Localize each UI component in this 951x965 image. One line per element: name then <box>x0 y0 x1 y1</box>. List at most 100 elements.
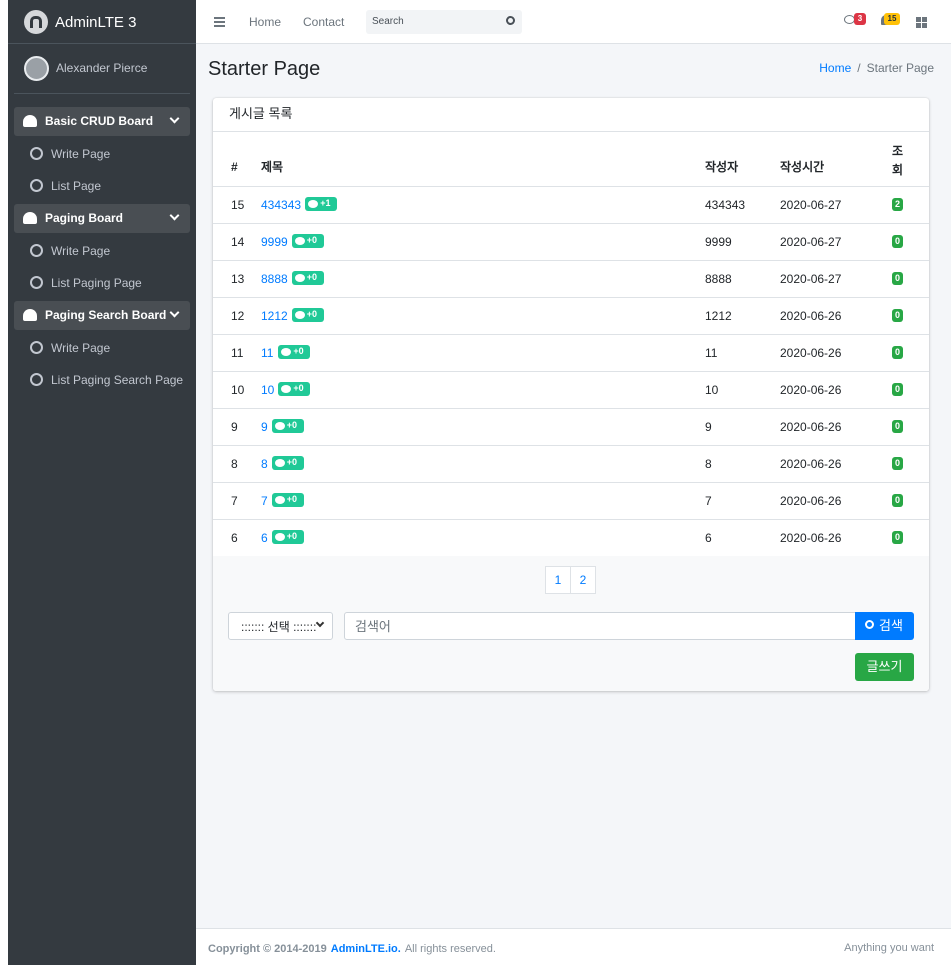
views-badge: 0 <box>892 420 903 433</box>
menu-item[interactable]: List Paging Search Page <box>51 373 184 387</box>
apps-icon[interactable] <box>922 23 927 28</box>
cell-no: 10 <box>231 383 245 397</box>
row-border <box>213 297 929 298</box>
views-badge: 0 <box>892 235 903 248</box>
comment-count: +0 <box>286 494 297 504</box>
menu-item[interactable]: List Page <box>51 179 102 193</box>
search-button[interactable]: 검색 <box>855 612 914 640</box>
comment-badge: +0 <box>271 456 304 470</box>
cell-no: 7 <box>231 494 238 508</box>
cell-title[interactable]: 9 <box>261 420 268 434</box>
menu-toggle[interactable] <box>214 25 225 27</box>
row-border <box>213 223 929 224</box>
comment-icon <box>294 274 305 282</box>
cell-title[interactable]: 8 <box>261 457 268 471</box>
navbar: Home Contact Search 3 15 <box>196 0 951 44</box>
cell-date: 2020-06-26 <box>780 383 842 397</box>
footer: Copyright © 2014-2019 AdminLTE.io. All rig… <box>196 928 951 965</box>
card: 게시글 목록 # 제목 작성자 작성시간 조회 15 434343 +1 434343 2020-0… <box>213 98 929 691</box>
cell-writer: 7 <box>705 494 712 508</box>
breadcrumb-item: Starter Page <box>866 61 934 75</box>
comment-count: +1 <box>320 198 331 208</box>
apps-icon[interactable] <box>922 17 927 22</box>
cell-title[interactable]: 434343 <box>261 198 302 212</box>
comment-count: +0 <box>286 420 297 430</box>
cell-writer: 9 <box>705 420 712 434</box>
cell-date: 2020-06-27 <box>780 272 842 286</box>
menu-item-icon[interactable] <box>30 147 43 160</box>
menu-item-icon[interactable] <box>30 244 43 257</box>
notifications-badge: 15 <box>884 13 900 25</box>
footer-left: Copyright © 2014-2019 AdminLTE.io. All rig… <box>208 943 496 955</box>
nav-link[interactable]: Home <box>249 15 282 29</box>
cell-title[interactable]: 7 <box>261 494 268 508</box>
cell-title[interactable]: 8888 <box>261 272 288 286</box>
menu-item-icon[interactable] <box>30 179 43 192</box>
write-button[interactable]: 글쓰기 <box>855 653 914 681</box>
menu-item[interactable]: Write Page <box>51 244 111 258</box>
comment-icon <box>274 422 285 430</box>
user-name[interactable]: Alexander Pierce <box>56 61 148 75</box>
footer-link[interactable]: AdminLTE.io. <box>330 943 401 955</box>
nav-link[interactable]: Contact <box>303 15 345 29</box>
search-placeholder[interactable]: Search <box>372 16 404 27</box>
comment-badge: +0 <box>271 530 304 544</box>
menu-item[interactable]: List Paging Page <box>51 276 142 290</box>
search-select[interactable]: ::::::: 선택 ::::::: <box>228 612 333 640</box>
cell-writer: 1212 <box>705 309 732 323</box>
menu-item-icon[interactable] <box>30 276 43 289</box>
search-box[interactable]: Search <box>366 10 522 34</box>
menu-group[interactable]: Paging Board <box>14 204 190 233</box>
menu-label[interactable]: Basic CRUD Board <box>45 114 154 128</box>
search-icon[interactable] <box>506 16 515 25</box>
cell-title[interactable]: 6 <box>261 531 268 545</box>
menu-label[interactable]: Paging Search Board <box>45 308 167 322</box>
footer-rights: All rights reserved. <box>404 943 496 955</box>
apps-icon[interactable] <box>916 23 921 28</box>
menu-icon <box>23 212 37 224</box>
brand-logo[interactable] <box>24 10 48 34</box>
user-avatar <box>24 56 49 81</box>
menu-chevron <box>169 210 180 221</box>
cell-date: 2020-06-26 <box>780 346 842 360</box>
comment-count: +0 <box>286 457 297 467</box>
menu-group[interactable]: Basic CRUD Board <box>14 107 190 136</box>
comment-badge: +0 <box>291 271 324 285</box>
comment-count: +0 <box>286 531 297 541</box>
cell-writer: 434343 <box>705 198 746 212</box>
cell-title[interactable]: 1212 <box>261 309 288 323</box>
menu-toggle[interactable] <box>214 21 225 23</box>
breadcrumb: Home / Starter Page <box>819 61 934 75</box>
cell-title[interactable]: 9999 <box>261 235 288 249</box>
search-input[interactable]: 검색어 <box>344 612 856 640</box>
menu-chevron <box>169 307 180 318</box>
menu-item[interactable]: Write Page <box>51 341 111 355</box>
comment-icon <box>281 385 292 393</box>
menu-item-icon[interactable] <box>30 341 43 354</box>
menu-item[interactable]: Write Page <box>51 147 111 161</box>
card-header-border <box>213 131 929 132</box>
comment-count: +0 <box>306 235 318 245</box>
cell-no: 9 <box>231 420 238 434</box>
menu-group[interactable]: Paging Search Board <box>14 301 190 330</box>
user-divider <box>14 93 190 94</box>
breadcrumb-sep: / <box>857 61 861 75</box>
page-link[interactable]: 1 <box>545 566 571 594</box>
page-link[interactable]: 2 <box>570 566 596 594</box>
apps-icon[interactable] <box>916 17 921 22</box>
menu-label[interactable]: Paging Board <box>45 211 124 225</box>
comment-count: +0 <box>306 272 318 282</box>
row-border <box>213 408 929 409</box>
cell-title[interactable]: 10 <box>261 383 275 397</box>
menu-toggle[interactable] <box>214 17 225 19</box>
sidebar: AdminLTE 3 Alexander Pierce Basic CRUD Boa… <box>8 0 196 965</box>
brand-text[interactable]: AdminLTE 3 <box>55 14 137 31</box>
row-border <box>213 334 929 335</box>
comment-badge: +0 <box>278 382 311 396</box>
menu-chevron <box>169 113 180 124</box>
cell-title[interactable]: 11 <box>261 346 274 360</box>
menu-item-icon[interactable] <box>30 373 43 386</box>
cell-no: 11 <box>231 346 244 360</box>
breadcrumb-item[interactable]: Home <box>819 61 852 75</box>
row-border <box>213 186 929 187</box>
